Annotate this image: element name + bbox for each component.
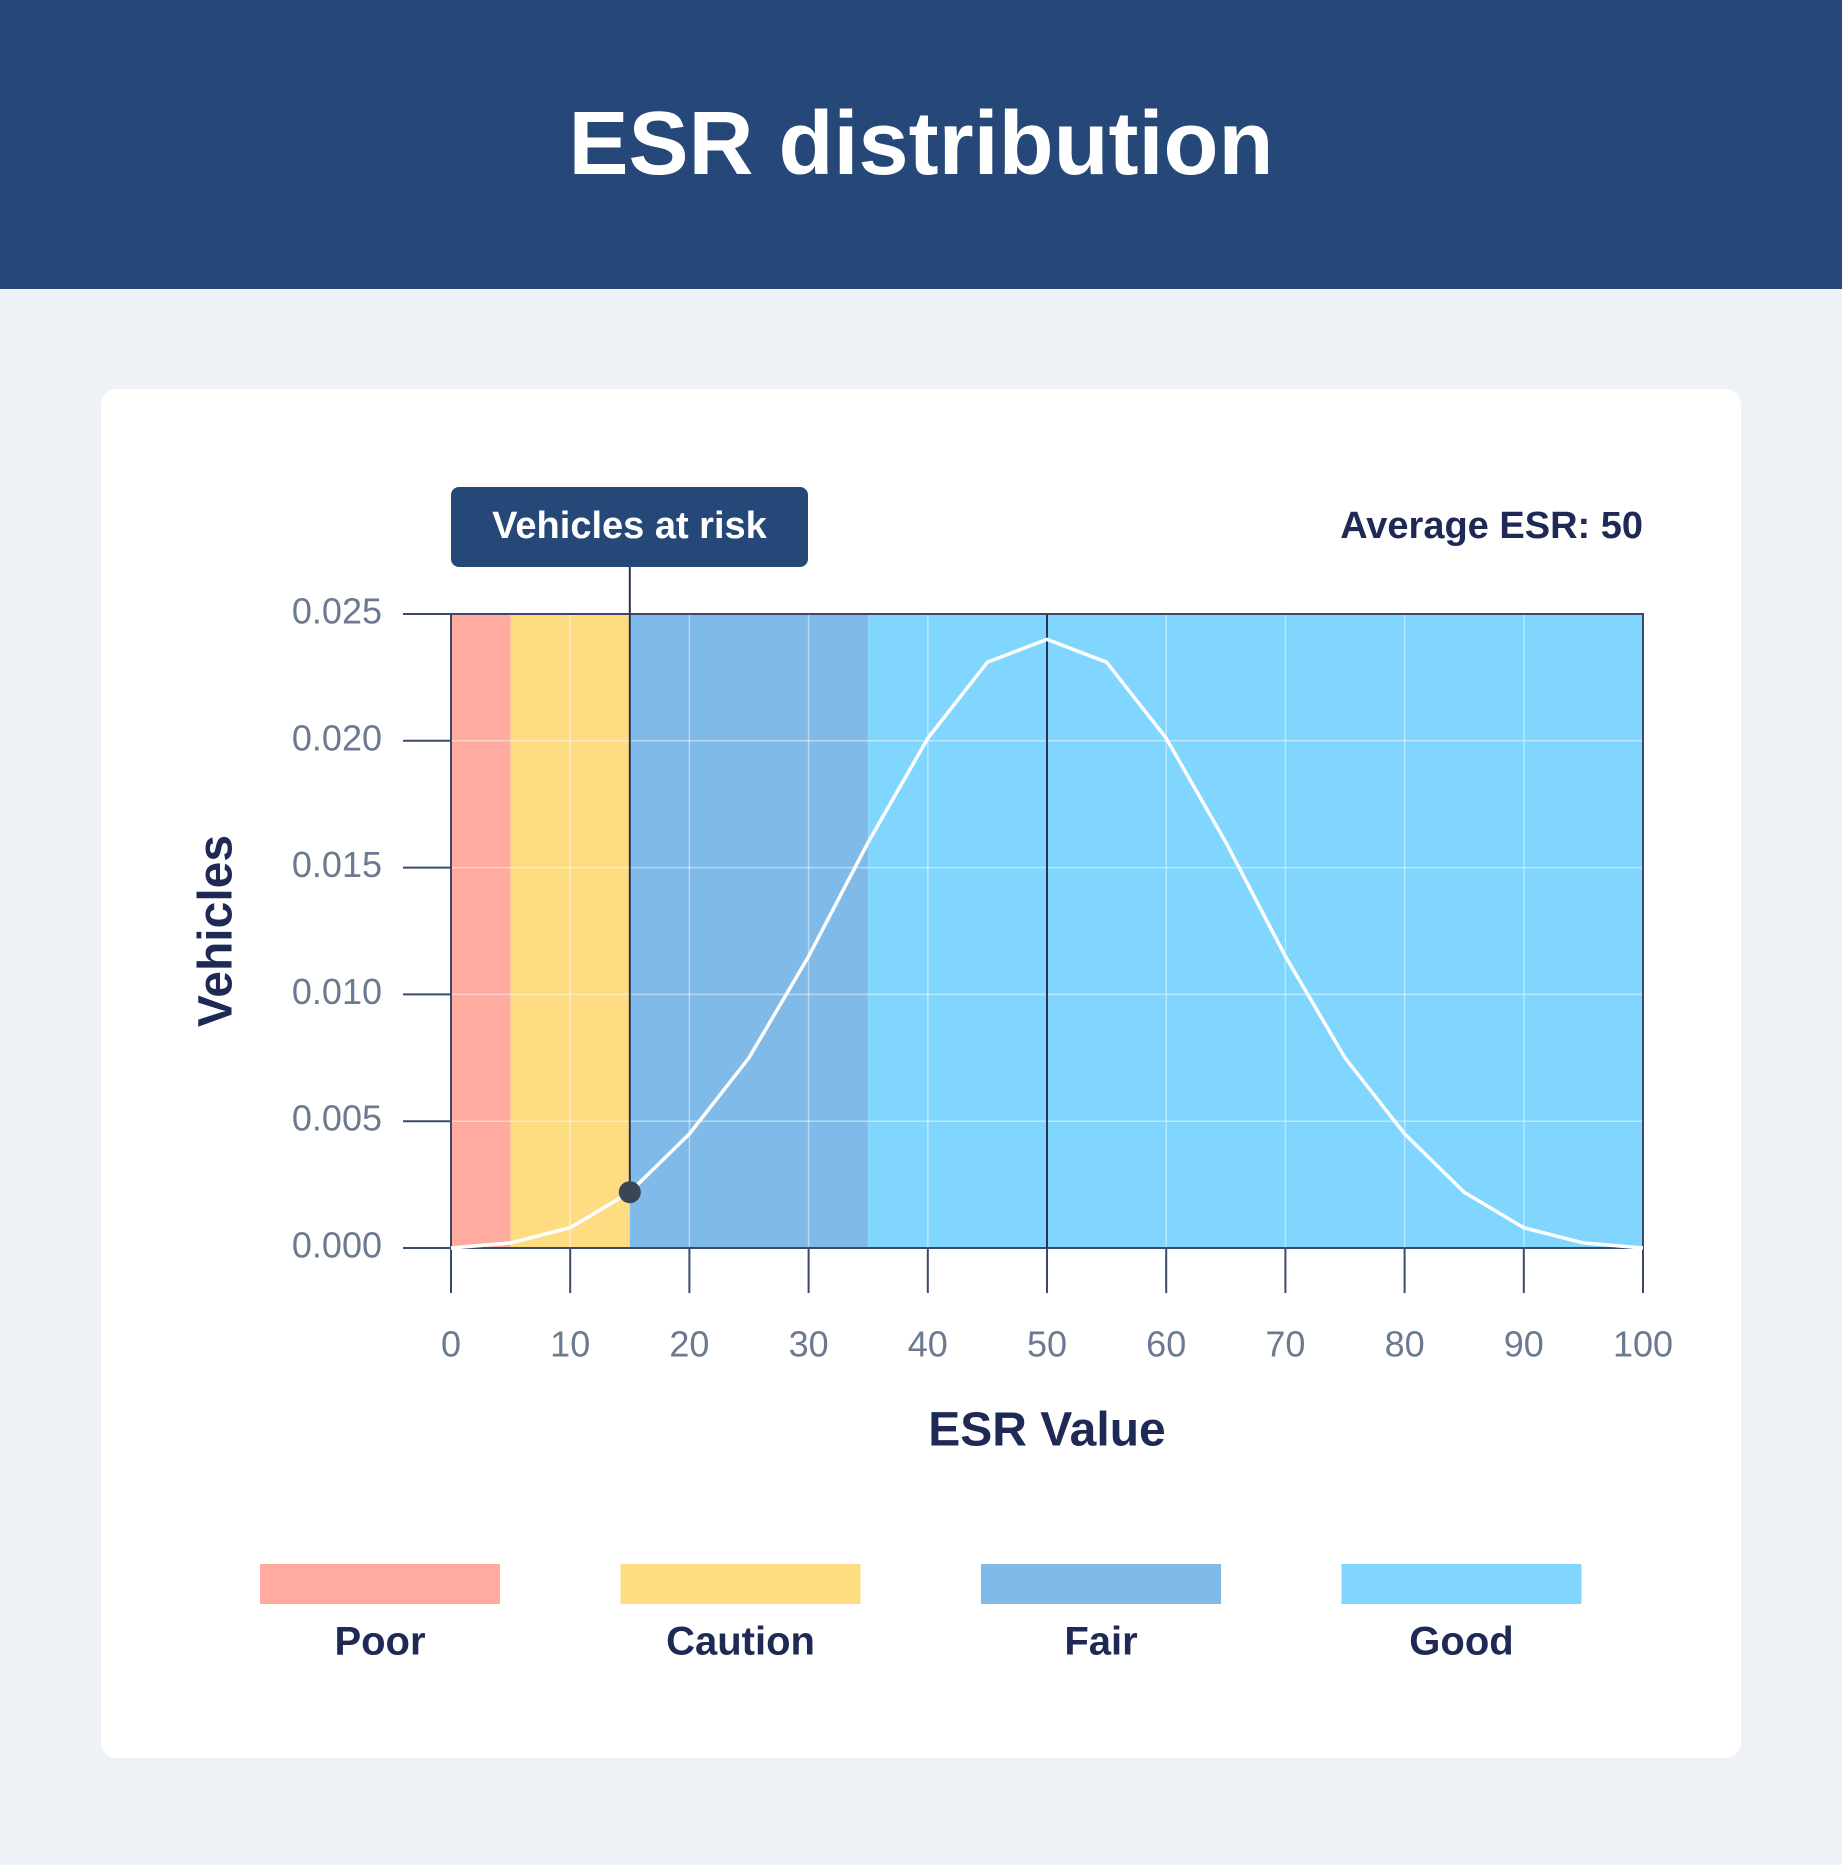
x-tick-label: 0 [441,1324,461,1365]
x-tick-label: 60 [1146,1324,1186,1365]
legend-label: Fair [1064,1620,1137,1664]
x-axis-title: ESR Value [928,1404,1165,1457]
legend-label: Good [1409,1620,1513,1664]
x-tick-label: 30 [789,1324,829,1365]
x-tick-label: 40 [908,1324,948,1365]
chart-title: ESR distribution [569,94,1274,194]
legend-swatch [620,1564,861,1604]
annotation-box [451,487,808,567]
x-tick-label: 80 [1385,1324,1425,1365]
x-tick-label: 70 [1265,1324,1305,1365]
y-tick-label: 0.025 [292,591,382,632]
y-tick-label: 0.000 [292,1225,382,1266]
header [0,0,1842,289]
highlight-point [618,1181,641,1204]
legend-swatch [1341,1564,1582,1604]
y-tick-label: 0.020 [292,717,382,758]
y-tick-label: 0.010 [292,971,382,1012]
y-tick-label: 0.005 [292,1098,382,1139]
x-tick-label: 50 [1027,1324,1067,1365]
band [868,614,1643,1248]
y-axis-title: Vehicles [190,835,243,1027]
x-tick-label: 100 [1613,1324,1673,1365]
x-tick-label: 10 [550,1324,590,1365]
legend-swatch [981,1564,1221,1604]
reference-label: Average ESR: 50 [1340,505,1643,547]
annotation-label: Vehicles at risk [492,505,767,547]
x-tick-label: 90 [1504,1324,1544,1365]
legend-label: Caution [666,1620,815,1664]
band [629,614,869,1248]
legend-label: Poor [334,1620,425,1664]
x-tick-label: 20 [669,1324,709,1365]
band [451,614,511,1248]
legend-swatch [260,1564,500,1604]
band [510,614,630,1248]
y-tick-label: 0.015 [292,844,382,885]
series-line [450,637,1644,1250]
